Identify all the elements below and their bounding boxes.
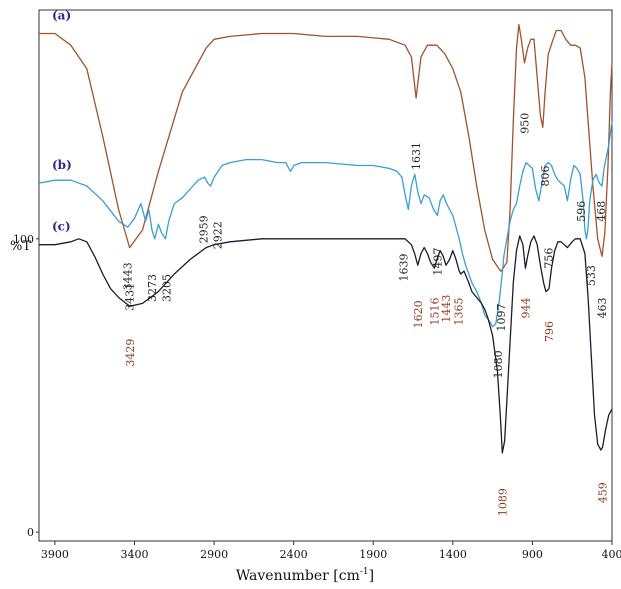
x-tick-label: 2400 [280, 548, 308, 561]
peak-label: 468 [595, 201, 608, 222]
series-line-b [38, 121, 613, 328]
peak-label: 1443 [440, 295, 453, 323]
series-labels: (a) (b) (c) [52, 8, 72, 233]
peak-label: 944 [519, 297, 532, 318]
peak-label: 596 [575, 201, 588, 222]
x-tick-label: 1900 [359, 548, 387, 561]
peak-label: 3273 [146, 274, 159, 302]
peak-label: 1497 [431, 248, 444, 276]
x-axis-label-sup: -1 [360, 567, 369, 577]
x-tick-label: 400 [602, 548, 621, 561]
peak-label: 3429 [124, 339, 137, 367]
series-group [38, 24, 613, 454]
peak-label: 1516 [428, 298, 441, 326]
peak-label: 1639 [397, 254, 410, 282]
series-label-c: (c) [52, 220, 71, 234]
x-tick-label: 900 [522, 548, 543, 561]
peak-annotations: 3431 1631 950 806 1097 463 3443 3273 3205 2959 292… [122, 113, 610, 516]
x-axis-label: Wavenumber [cm-1] [236, 567, 374, 584]
peak-label: 796 [543, 321, 556, 342]
y-tick-label: 100 [13, 233, 34, 246]
peak-label: 806 [539, 165, 552, 186]
peak-label: 533 [585, 265, 598, 286]
x-axis: 3900 3400 2900 2400 1900 1400 900 400 [41, 541, 621, 561]
peak-label: 2922 [211, 221, 224, 249]
x-axis-label-end: ] [369, 568, 374, 584]
series-line-c [39, 235, 613, 454]
peak-label: 1365 [452, 297, 465, 325]
peak-label: 459 [597, 482, 610, 503]
x-tick-label: 3400 [121, 548, 149, 561]
peak-label: 950 [518, 113, 531, 134]
x-axis-label-main: Wavenumber [cm [236, 568, 360, 584]
peak-label: 1097 [495, 303, 508, 331]
y-axis-label: %T [10, 239, 31, 254]
peak-label: 1631 [410, 142, 423, 170]
x-tick-label: 1400 [439, 548, 467, 561]
x-tick-label: 3900 [41, 548, 69, 561]
peak-label: 463 [596, 298, 609, 319]
peak-label: 3443 [122, 262, 135, 290]
peak-label: 756 [542, 248, 555, 269]
x-tick-label: 2900 [200, 548, 228, 561]
peak-label: 3205 [160, 274, 173, 302]
peak-label: 1089 [496, 488, 509, 516]
series-line-a [39, 24, 613, 272]
peak-label: 1620 [412, 300, 425, 328]
plot-frame [38, 9, 613, 542]
y-axis: 100 0 [13, 233, 39, 539]
peak-label: 1080 [492, 350, 505, 378]
peak-label: 3431 [124, 283, 137, 311]
series-label-a: (a) [52, 8, 71, 22]
series-label-b: (b) [52, 158, 72, 172]
peak-label: 2959 [198, 215, 211, 243]
y-tick-label: 0 [27, 526, 34, 539]
